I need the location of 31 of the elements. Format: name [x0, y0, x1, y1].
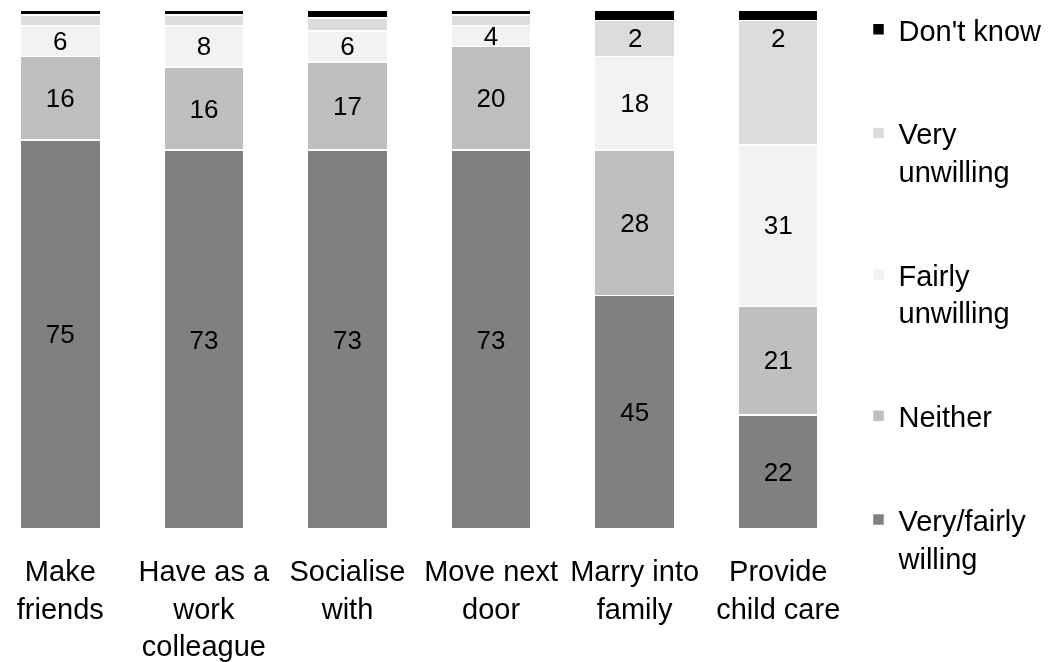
x-tick-label: Have as a work colleague	[138, 555, 271, 662]
data-label: 16	[189, 93, 219, 124]
data-label: 8	[196, 31, 212, 62]
data-label: 20	[476, 83, 506, 114]
data-label: 4	[483, 20, 499, 51]
data-label: 16	[45, 83, 75, 114]
data-label: 45	[620, 397, 650, 428]
data-label: 6	[53, 26, 68, 57]
x-tick-label: Provide child care	[716, 555, 841, 625]
data-label: 2	[628, 23, 643, 53]
data-label: 31	[763, 210, 793, 241]
data-label: 75	[45, 319, 75, 350]
legend-label: Very unwilling	[898, 118, 1010, 189]
data-label: 73	[189, 324, 219, 355]
data-label: 6	[340, 31, 355, 62]
data-label: 21	[763, 345, 793, 376]
data-label: 22	[763, 456, 793, 487]
x-tick-label: Socialise with	[289, 555, 406, 625]
data-label: 73	[476, 324, 506, 355]
legend-label: Fairly unwilling	[898, 259, 1010, 330]
legend-label: Don't know	[898, 14, 1043, 47]
legend-label: Neither	[898, 401, 993, 434]
x-tick-label: Make friends	[16, 555, 104, 625]
x-tick-label: Move next door	[424, 555, 558, 625]
data-label: 73	[333, 324, 362, 355]
legend-label: Very/fairly willing	[897, 504, 1027, 575]
data-label: 2	[771, 23, 786, 53]
data-label: 18	[620, 88, 650, 119]
data-label: 17	[333, 91, 362, 122]
data-label: 28	[620, 207, 650, 238]
x-tick-label: Marry into family	[570, 555, 700, 625]
